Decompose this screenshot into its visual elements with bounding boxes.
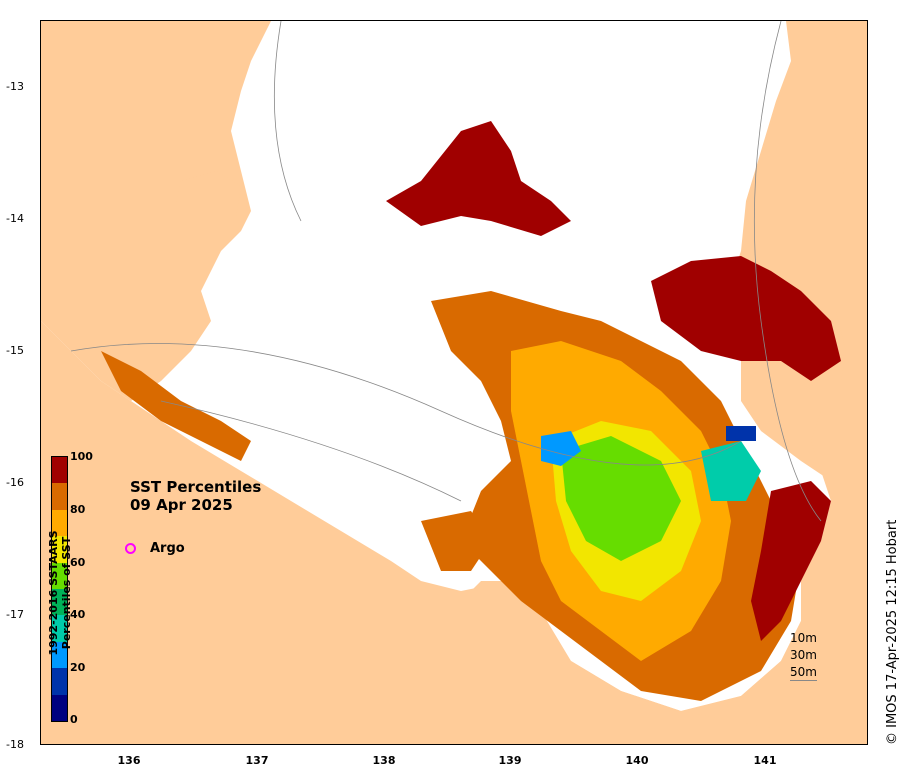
lon-tick: 141	[753, 754, 777, 767]
colorbar-segment	[52, 562, 67, 589]
depth-item: 10m	[790, 631, 817, 645]
depth-contours	[70, 21, 822, 522]
title-line: SST Percentiles	[130, 478, 262, 496]
land-groote	[176, 171, 241, 236]
depth-item: 30m	[790, 648, 817, 662]
colorbar-title-line: 1992-2016 SSTAARS	[47, 530, 60, 656]
colorbar-segment	[52, 483, 67, 510]
lat-tick: -18	[6, 738, 24, 751]
map-panel	[40, 20, 868, 745]
depth-item: 50m	[790, 665, 817, 681]
lon-tick: 139	[498, 754, 522, 767]
patch-green	[561, 436, 681, 561]
colorbar-segment	[52, 615, 67, 642]
land-west	[41, 21, 271, 401]
colorbar-segment	[52, 589, 67, 616]
patch-high-east	[651, 256, 841, 381]
lat-tick: -15	[6, 344, 24, 357]
colorbar-segment	[52, 694, 67, 721]
colorbar-label: 100	[70, 450, 93, 463]
sst-data-layer	[101, 121, 841, 701]
patch-high-north	[386, 121, 571, 236]
colorbar-label: 20	[70, 661, 86, 674]
lat-tick: -13	[6, 80, 24, 93]
lon-tick: 138	[372, 754, 396, 767]
argo-legend: Argo	[125, 541, 185, 556]
colorbar-segment	[52, 509, 67, 537]
copyright: © IMOS 17-Apr-2025 12:15 Hobart	[885, 519, 900, 745]
colorbar-title: 1992-2016 SSTAARS Percentiles of SST	[47, 513, 73, 673]
map-title: SST Percentiles 09 Apr 2025	[130, 478, 261, 514]
lon-tick: 137	[245, 754, 269, 767]
lon-tick: 140	[625, 754, 649, 767]
land-east	[641, 21, 867, 744]
colorbar-segment	[52, 641, 67, 669]
lat-tick: -14	[6, 212, 24, 225]
depth-legend: 10m 30m 50m	[790, 630, 817, 681]
colorbar-segment	[52, 668, 67, 695]
colorbar-label: 40	[70, 608, 86, 621]
colorbar-segment	[52, 457, 67, 484]
patch-darkred-south	[751, 481, 831, 641]
sst-map	[41, 21, 867, 744]
colorbar-title-line: Percentiles of SST	[60, 536, 73, 650]
patch-dark-blue	[726, 426, 756, 441]
patch-west-coast	[101, 351, 251, 461]
lat-tick: -16	[6, 476, 24, 489]
argo-label: Argo	[150, 541, 185, 556]
colorbar-label: 60	[70, 556, 86, 569]
land-south	[41, 321, 859, 744]
lon-tick: 136	[117, 754, 141, 767]
colorbar-segment	[52, 536, 67, 563]
patch-blue	[541, 431, 581, 466]
colorbar-label: 0	[70, 713, 78, 726]
title-date: 09 Apr 2025	[130, 496, 233, 514]
patch-teal	[701, 441, 761, 501]
argo-circle-icon	[125, 543, 136, 554]
lat-tick: -17	[6, 608, 24, 621]
colorbar-label: 80	[70, 503, 86, 516]
colorbar	[51, 456, 68, 722]
patch-south-west	[421, 511, 491, 571]
